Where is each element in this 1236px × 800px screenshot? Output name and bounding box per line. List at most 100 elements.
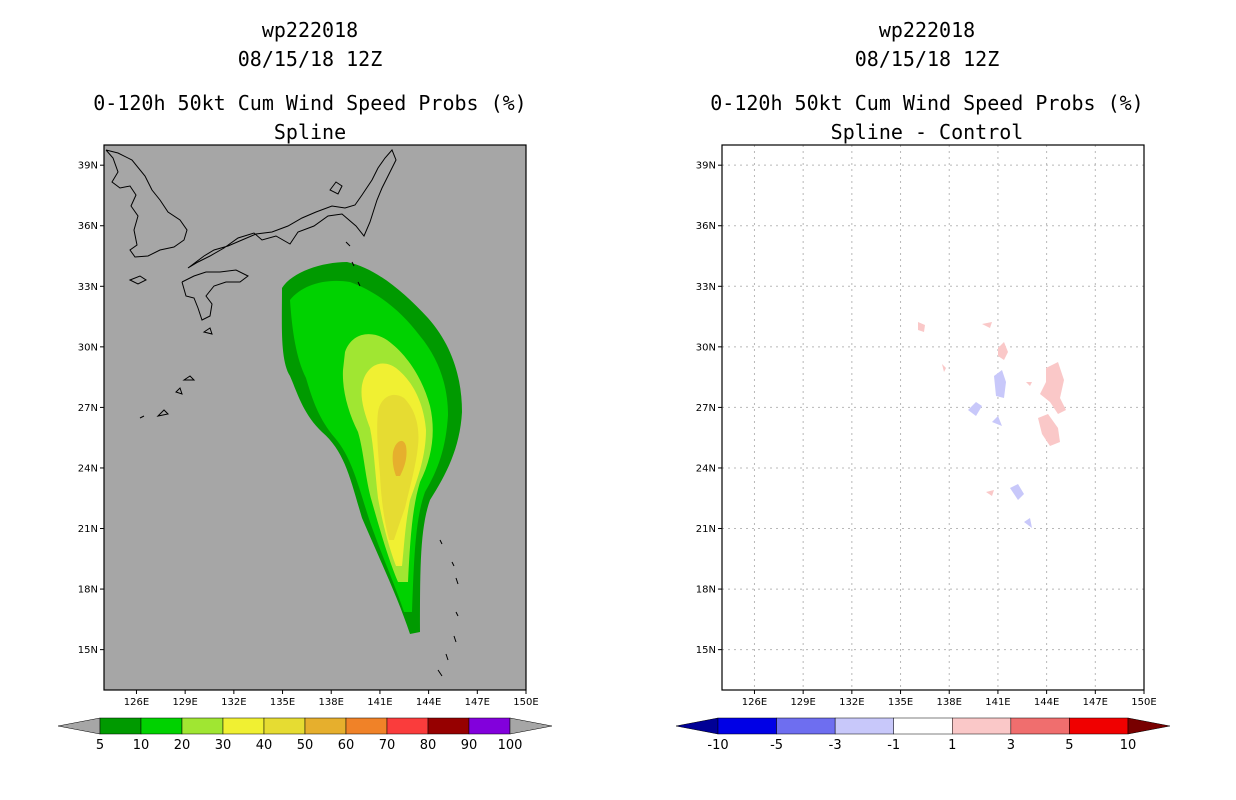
right-y-tick-label: 30N [696, 342, 716, 353]
izu-islands [345, 241, 361, 287]
diff-negative-3 [992, 416, 1002, 426]
mariana-islands [437, 539, 459, 677]
left-colorbar-swatch [304, 717, 347, 735]
left-y-tick-label: 24N [78, 463, 98, 474]
left-y-tick-label: 18N [78, 585, 98, 596]
right-colorbar-label: 1 [948, 738, 956, 753]
right-y-tick-label: 24N [696, 463, 716, 474]
right-colorbar: -10 -5 -3 -1 1 3 5 10 [675, 717, 1171, 753]
right-difference-contours [918, 322, 1066, 528]
diff-negative-4 [1010, 484, 1024, 500]
left-title-product: 0-120h 50kt Cum Wind Speed Probs (%) [93, 91, 526, 115]
right-map-background [722, 145, 1144, 690]
left-x-tick-label: 138E [319, 697, 344, 708]
right-colorbar-label: -3 [829, 738, 842, 753]
diff-positive-6 [942, 364, 946, 372]
left-colorbar-swatch [140, 717, 183, 735]
right-colorbar-swatch [776, 717, 836, 735]
left-colorbar-label: 50 [297, 738, 314, 753]
left-x-tick-label: 141E [367, 697, 392, 708]
left-x-tick-label: 129E [172, 697, 197, 708]
left-colorbar-swatch [468, 717, 511, 735]
left-y-tick-label: 36N [78, 221, 98, 232]
left-colorbar-label: 5 [96, 738, 104, 753]
left-y-tick-label: 30N [78, 342, 98, 353]
right-y-tick-label: 36N [696, 221, 716, 232]
shikoku-kyushu-coast [181, 269, 249, 321]
left-colorbar-label: 100 [498, 738, 523, 753]
left-y-tick-label: 39N [78, 161, 98, 172]
left-probability-contours [281, 262, 462, 634]
right-colorbar-over-triangle [1127, 717, 1171, 735]
left-colorbar: 5 10 20 30 40 50 60 70 80 90 100 [57, 717, 553, 753]
left-y-tick-label: 15N [78, 645, 98, 656]
right-x-tick-label: 129E [790, 697, 815, 708]
right-x-tick-label: 132E [839, 697, 864, 708]
right-colorbar-label: -1 [887, 738, 900, 753]
left-colorbar-label: 40 [256, 738, 273, 753]
left-colorbar-swatch [181, 717, 224, 735]
right-y-tick-label: 33N [696, 282, 716, 293]
right-colorbar-swatch [1069, 717, 1129, 735]
right-colorbar-label: 10 [1120, 738, 1137, 753]
right-y-tick-label: 27N [696, 403, 716, 414]
left-x-tick-label: 126E [124, 697, 149, 708]
diff-positive-4 [1040, 362, 1066, 414]
diff-positive-8 [986, 490, 994, 496]
diff-positive-3 [998, 342, 1008, 360]
right-x-tick-label: 135E [888, 697, 913, 708]
japan-mainland-coast [187, 149, 397, 269]
left-x-tick-label: 132E [221, 697, 246, 708]
right-y-tick-label: 18N [696, 585, 716, 596]
left-colorbar-swatch [263, 717, 306, 735]
diff-negative-5 [1024, 518, 1032, 528]
left-colorbar-over-triangle [509, 717, 553, 735]
left-colorbar-swatch [222, 717, 265, 735]
left-x-tick-label: 144E [416, 697, 441, 708]
right-colorbar-label: 5 [1065, 738, 1073, 753]
right-x-tick-label: 144E [1034, 697, 1059, 708]
right-axes: 126E 129E 132E 135E 138E 141E 144E 147E 150E 39N 3… [696, 161, 1157, 708]
okinawa-chain [139, 327, 213, 419]
right-y-tick-label: 21N [696, 524, 716, 535]
right-title-storm-id: wp222018 [879, 18, 975, 42]
left-coastlines [105, 149, 459, 677]
right-colorbar-swatch [717, 717, 777, 735]
left-x-tick-label: 150E [513, 697, 538, 708]
right-colorbar-label: -10 [707, 738, 728, 753]
left-colorbar-label: 90 [461, 738, 478, 753]
prob-region-50-60 [392, 440, 407, 476]
left-map-frame [103, 144, 527, 691]
right-colorbar-label: 3 [1007, 738, 1015, 753]
left-colorbar-swatch [427, 717, 470, 735]
right-colorbar-swatch [893, 717, 953, 735]
right-x-tick-label: 138E [937, 697, 962, 708]
left-x-tick-label: 135E [270, 697, 295, 708]
diff-positive-2 [982, 322, 992, 328]
left-x-tick-label: 147E [465, 697, 490, 708]
right-map: 126E 129E 132E 135E 138E 141E 144E 147E 150E 39N 3… [696, 144, 1157, 708]
right-subtitle: Spline - Control [831, 120, 1024, 144]
left-subtitle: Spline [274, 120, 346, 144]
right-x-tick-label: 150E [1131, 697, 1156, 708]
left-colorbar-label: 20 [174, 738, 191, 753]
left-colorbar-swatch [345, 717, 388, 735]
left-y-tick-label: 33N [78, 282, 98, 293]
right-colorbar-swatch [1010, 717, 1070, 735]
right-colorbar-label: -5 [770, 738, 783, 753]
right-x-tick-label: 147E [1083, 697, 1108, 708]
right-colorbar-under-triangle [675, 717, 719, 735]
right-colorbar-swatch [952, 717, 1012, 735]
left-y-tick-label: 27N [78, 403, 98, 414]
left-colorbar-label: 80 [420, 738, 437, 753]
left-colorbar-swatch [386, 717, 429, 735]
left-colorbar-label: 10 [133, 738, 150, 753]
right-gridlines [722, 145, 1144, 690]
right-x-tick-label: 126E [742, 697, 767, 708]
hokkaido-coast [329, 181, 343, 195]
left-colorbar-under-triangle [57, 717, 101, 735]
right-colorbar-swatch [834, 717, 894, 735]
left-colorbar-label: 60 [338, 738, 355, 753]
diff-positive-5 [1038, 414, 1060, 446]
